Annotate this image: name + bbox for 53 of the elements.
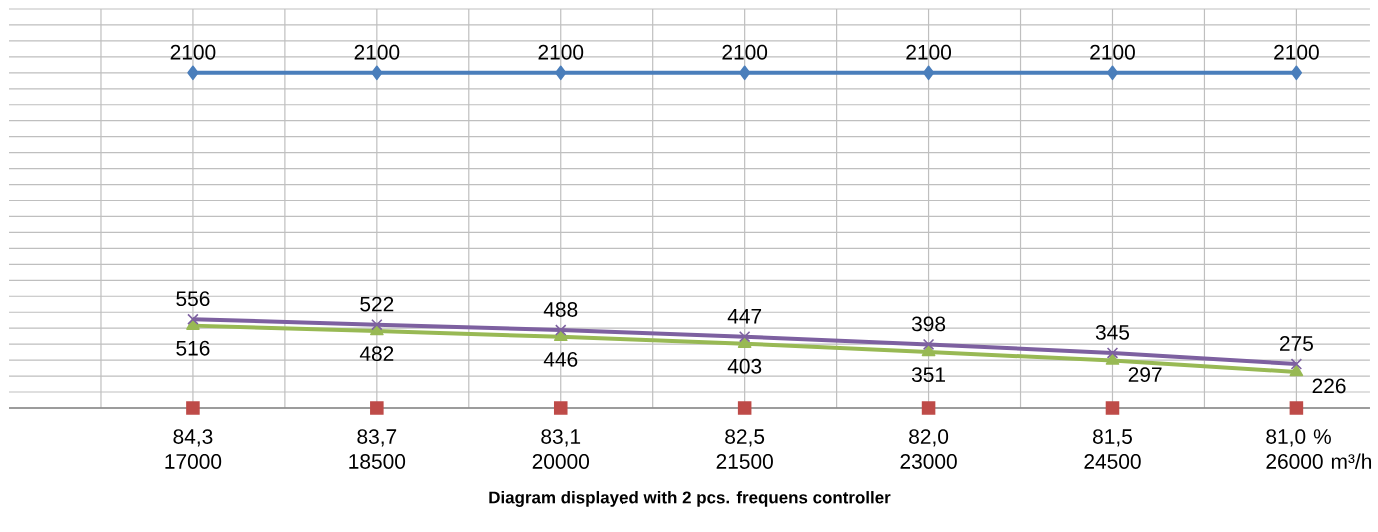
data-label: 345 — [1095, 324, 1130, 340]
point — [186, 401, 200, 415]
point — [553, 401, 568, 415]
point — [553, 329, 568, 342]
x-tick-label: 82,0 23000 — [900, 429, 957, 469]
data-label: 516 — [176, 340, 210, 356]
point — [738, 330, 751, 343]
point — [555, 324, 567, 336]
data-label: 2100 — [722, 44, 768, 60]
point — [921, 401, 936, 415]
data-label: 275 — [1279, 336, 1313, 351]
data-label: 2100 — [1090, 44, 1135, 60]
point — [187, 313, 199, 325]
x-tick-label: 81,5 24500 — [1084, 429, 1141, 469]
x-tick-label: 82,5 21500 — [716, 429, 773, 469]
point — [1290, 65, 1303, 81]
data-label: 398 — [911, 316, 946, 332]
point — [737, 401, 752, 415]
data-label: 2100 — [538, 44, 584, 60]
data-label: 2100 — [354, 44, 400, 60]
data-label: 488 — [543, 302, 578, 317]
point — [922, 65, 935, 81]
point — [371, 318, 383, 331]
data-label: 447 — [727, 309, 762, 324]
data-label: 2100 — [1274, 44, 1319, 60]
point — [1289, 364, 1304, 377]
point — [922, 338, 935, 351]
data-label: 351 — [911, 367, 945, 382]
x-axis-title: Diagram displayed with 2 pcs. frequens controller — [489, 491, 891, 507]
point — [555, 65, 567, 81]
point — [1106, 347, 1119, 359]
x-tick-label: 81,0 % 26000 m³/h — [1266, 429, 1372, 469]
point — [1106, 65, 1119, 81]
data-label: 403 — [727, 358, 762, 374]
data-label: 2100 — [906, 44, 952, 60]
data-label: 2100 — [170, 44, 216, 60]
point — [187, 65, 199, 81]
point — [1289, 401, 1304, 415]
data-label: 522 — [360, 296, 394, 312]
data-label: 482 — [359, 346, 394, 362]
x-tick-label: 84,3 17000 — [165, 429, 222, 469]
data-label: 297 — [1128, 367, 1162, 382]
point — [1105, 352, 1120, 365]
data-label: 556 — [176, 291, 210, 307]
point — [1105, 401, 1120, 415]
x-tick-label: 83,1 20000 — [532, 429, 589, 469]
point — [370, 401, 384, 415]
point — [371, 65, 383, 81]
point — [1290, 358, 1303, 370]
x-tick-label: 83,7 18500 — [349, 429, 406, 469]
data-label: 446 — [543, 352, 578, 367]
data-label: 226 — [1312, 378, 1346, 394]
point — [739, 65, 751, 81]
